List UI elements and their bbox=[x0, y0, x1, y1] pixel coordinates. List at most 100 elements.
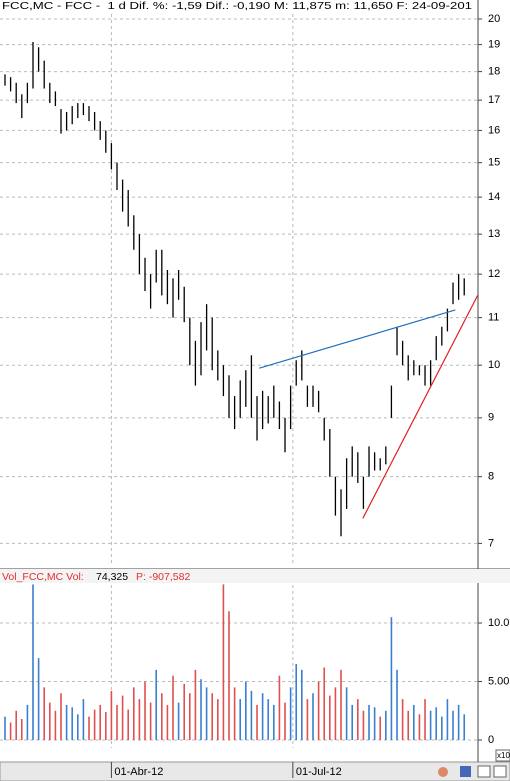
icon[interactable] bbox=[438, 767, 448, 777]
volume-bar bbox=[457, 704, 460, 741]
volume-bar bbox=[306, 699, 309, 741]
y-tick-label: 9 bbox=[488, 412, 494, 424]
volume-bar bbox=[43, 687, 46, 741]
y-tick-label: 12 bbox=[488, 268, 500, 280]
y-tick-label: 19 bbox=[488, 38, 500, 50]
volume-bar bbox=[329, 695, 331, 741]
volume-bar bbox=[351, 704, 354, 741]
volume-bar bbox=[161, 693, 163, 741]
volume-bar bbox=[289, 687, 292, 741]
trend-line bbox=[362, 295, 479, 519]
volume-bar bbox=[116, 704, 118, 741]
volume-bar bbox=[390, 617, 393, 741]
volume-bar bbox=[121, 695, 124, 741]
volume-bar bbox=[429, 710, 432, 741]
volume-bar bbox=[77, 714, 79, 741]
volume-bar bbox=[418, 714, 421, 741]
volume-bar bbox=[138, 699, 141, 741]
volume-bar bbox=[189, 693, 191, 741]
volume-bar bbox=[127, 709, 130, 741]
volume-bar bbox=[65, 704, 68, 741]
volume-bar bbox=[424, 699, 426, 741]
price-header: FCC,MC - FCC - 1 d Dif. %: -1,59 Dif.: -… bbox=[2, 0, 472, 12]
y-tick-label: 15 bbox=[488, 157, 500, 169]
volume-last: 74,325 bbox=[96, 571, 128, 583]
y-tick-label: 0 bbox=[488, 734, 494, 746]
volume-p: P: -907,582 bbox=[136, 571, 190, 583]
volume-bar bbox=[99, 704, 102, 741]
icon[interactable] bbox=[460, 766, 471, 777]
volume-bar bbox=[385, 710, 387, 741]
y-tick-label: 10.0 bbox=[488, 617, 509, 629]
volume-bar bbox=[446, 699, 449, 741]
volume-bar bbox=[54, 710, 57, 741]
unit-label: x10 bbox=[497, 751, 510, 760]
y-tick-label: 10 bbox=[488, 359, 500, 371]
y-tick-label: 8 bbox=[488, 471, 494, 483]
y-tick-label: 17 bbox=[488, 94, 500, 106]
volume-bar bbox=[9, 722, 12, 741]
x-tick-label: 01-Jul-12 bbox=[296, 766, 342, 778]
unit-box bbox=[495, 749, 510, 762]
volume-header: Vol_FCC,MC Vol: bbox=[2, 571, 84, 583]
volume-bar bbox=[88, 716, 90, 741]
volume-bar bbox=[334, 687, 337, 741]
y-tick-label: 16 bbox=[488, 124, 500, 136]
volume-bar bbox=[340, 669, 342, 741]
volume-bar bbox=[21, 718, 23, 741]
volume-bar bbox=[278, 675, 281, 741]
volume-bar bbox=[295, 663, 298, 741]
volume-bar bbox=[407, 710, 410, 741]
volume-bar bbox=[37, 658, 40, 741]
x-tick-label: 01-Abr-12 bbox=[114, 766, 163, 778]
volume-bar bbox=[222, 584, 225, 741]
volume-bar bbox=[233, 687, 236, 741]
volume-bar bbox=[177, 702, 180, 741]
bottom-bar bbox=[0, 761, 510, 781]
volume-bar bbox=[217, 699, 219, 741]
volume-bar bbox=[345, 687, 348, 741]
volume-bar bbox=[194, 669, 197, 741]
y-tick-label: 7 bbox=[488, 537, 494, 549]
volume-bar bbox=[32, 584, 34, 741]
volume-bar bbox=[357, 699, 359, 741]
volume-bar bbox=[71, 707, 74, 741]
volume-bar bbox=[256, 704, 258, 741]
volume-bar bbox=[401, 699, 404, 741]
y-tick-label: 14 bbox=[488, 191, 500, 203]
volume-bar bbox=[267, 699, 270, 741]
trend-line bbox=[259, 309, 456, 369]
volume-bar bbox=[379, 716, 382, 741]
volume-bar bbox=[15, 710, 18, 741]
volume-bar bbox=[93, 709, 96, 741]
volume-bar bbox=[435, 707, 438, 741]
icon[interactable] bbox=[477, 765, 491, 778]
y-tick-label: 18 bbox=[488, 66, 500, 78]
volume-bar bbox=[373, 707, 376, 741]
volume-bar bbox=[312, 693, 314, 741]
volume-bar bbox=[323, 667, 326, 741]
volume-bar bbox=[205, 687, 208, 741]
volume-bar bbox=[60, 693, 62, 741]
volume-bar bbox=[49, 702, 51, 741]
y-tick-label: 13 bbox=[488, 228, 500, 240]
volume-bar bbox=[413, 704, 415, 741]
volume-bar bbox=[4, 716, 6, 741]
volume-bar bbox=[317, 681, 320, 741]
volume-bar bbox=[463, 714, 466, 741]
volume-bar bbox=[273, 704, 275, 741]
y-tick-label: 11 bbox=[488, 312, 499, 324]
y-tick-label: 5.00 bbox=[488, 675, 509, 687]
volume-bar bbox=[239, 699, 242, 741]
volume-bar bbox=[452, 710, 454, 741]
volume-bar bbox=[441, 716, 443, 741]
y-tick-label: 20 bbox=[488, 13, 500, 25]
volume-bar bbox=[149, 702, 152, 741]
volume-bar bbox=[166, 704, 169, 741]
icon[interactable] bbox=[493, 765, 507, 778]
toolbar-icons bbox=[438, 765, 507, 778]
volume-bar bbox=[200, 679, 202, 741]
volume-header-bg bbox=[0, 569, 510, 583]
